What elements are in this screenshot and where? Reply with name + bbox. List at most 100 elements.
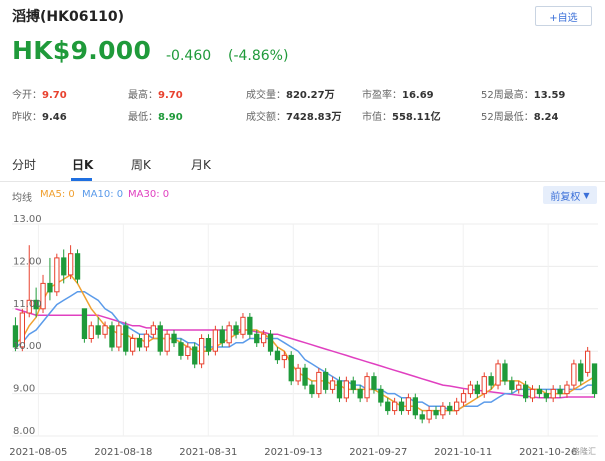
ma30-legend: MA30: 0: [128, 189, 169, 200]
y-tick-label: 11.00: [13, 299, 42, 310]
candle-body: [302, 367, 308, 386]
candle: [12, 317, 19, 352]
candle-body: [74, 253, 81, 280]
candle-body: [274, 350, 281, 361]
candle-body: [467, 384, 474, 395]
caret-down-icon: ▼: [583, 190, 590, 200]
candle-body: [192, 346, 198, 365]
candle-body: [81, 308, 88, 340]
candle: [323, 368, 329, 394]
candle-body: [130, 338, 136, 352]
candle: [281, 351, 288, 369]
candle-body: [343, 380, 350, 399]
candle: [385, 397, 391, 415]
x-tick-label: 2021-09-27: [349, 447, 407, 458]
candle-body: [329, 380, 336, 390]
candle: [185, 342, 191, 360]
tab-daily-k[interactable]: 日K: [72, 158, 94, 172]
candle-body: [509, 380, 515, 390]
candle-body: [157, 325, 163, 352]
candle: [102, 321, 108, 339]
candle: [178, 338, 184, 360]
candle-body: [240, 316, 246, 335]
candle: [474, 380, 481, 398]
candle: [523, 380, 529, 403]
stat-high: 最高：9.70: [128, 86, 183, 101]
candle-body: [309, 384, 315, 395]
stat-52w-high: 52周最高：13.59: [481, 86, 565, 101]
candle-body: [516, 384, 522, 390]
candle: [440, 402, 446, 420]
candle-body: [571, 363, 577, 386]
candle: [95, 317, 101, 339]
candle-body: [323, 371, 329, 390]
candle-body: [233, 325, 239, 335]
ma30-label: MA30:: [128, 189, 160, 200]
candle: [460, 389, 467, 407]
candle-body: [247, 316, 253, 335]
candle-body: [398, 401, 405, 412]
ma30-line-group: [15, 308, 595, 399]
candle: [68, 245, 74, 280]
tab-monthly-k[interactable]: 月K: [191, 158, 211, 172]
price-adjust-label: 前复权: [550, 191, 581, 203]
candles-group: [12, 245, 598, 424]
candle-body: [199, 338, 205, 365]
candle-body: [26, 299, 32, 314]
candle-body: [378, 388, 384, 403]
y-tick-label: 10.00: [13, 341, 42, 352]
candle-body: [564, 384, 570, 395]
candle: [123, 321, 129, 356]
price-adjust-dropdown[interactable]: 前复权 ▼: [543, 186, 597, 204]
ma10-line-group: [15, 291, 595, 412]
candle-body: [150, 325, 156, 335]
candle: [19, 308, 26, 352]
stat-52w-low-value: 8.24: [533, 112, 559, 123]
candle: [481, 372, 487, 398]
candle-body: [557, 388, 563, 395]
x-tick-label: 2021-10-11: [434, 447, 492, 458]
ma30-value: 0: [162, 189, 170, 200]
stock-title: 滔搏(HK06110): [12, 9, 125, 25]
ma5-legend: MA5: 0: [40, 189, 75, 200]
tab-intraday[interactable]: 分时: [12, 158, 37, 172]
stat-turnover-value: 7428.83万: [286, 112, 342, 123]
candle-body: [54, 257, 60, 293]
y-tick-label: 12.00: [13, 256, 42, 267]
candle-body: [47, 282, 53, 293]
candle-body: [385, 401, 391, 412]
candle-body: [488, 376, 494, 386]
tabs-divider: [0, 181, 605, 182]
stat-volume-label: 成交量：: [246, 90, 286, 101]
watermark: 格隆汇: [572, 446, 596, 456]
candle: [405, 393, 412, 415]
candle-body: [495, 363, 501, 386]
candle: [571, 359, 577, 390]
candle-body: [185, 346, 191, 356]
candle: [398, 397, 405, 415]
candle-body: [143, 333, 150, 348]
candle: [329, 376, 336, 394]
active-tab-indicator: [71, 178, 92, 181]
candle-body: [578, 363, 584, 382]
tab-weekly-k[interactable]: 周K: [131, 158, 151, 172]
stat-market-cap-label: 市值：: [362, 112, 392, 123]
stat-turnover-label: 成交额：: [246, 112, 286, 123]
candle-body: [529, 388, 536, 399]
candle-body: [447, 405, 453, 412]
candle: [543, 389, 550, 403]
candle-body: [205, 338, 212, 352]
candle-body: [336, 380, 343, 399]
candle-body: [591, 363, 598, 395]
add-watchlist-button[interactable]: +自选: [535, 6, 592, 26]
candle-body: [433, 410, 439, 416]
candle: [392, 397, 398, 415]
candle: [274, 346, 281, 364]
candle: [74, 249, 81, 284]
x-tick-label: 2021-08-18: [94, 447, 152, 458]
ma10-line: [15, 291, 595, 412]
stat-low-value: 8.90: [158, 112, 183, 123]
stat-52w-low-label: 52周最低：: [481, 112, 534, 123]
candle: [488, 372, 494, 390]
candle: [357, 385, 363, 403]
